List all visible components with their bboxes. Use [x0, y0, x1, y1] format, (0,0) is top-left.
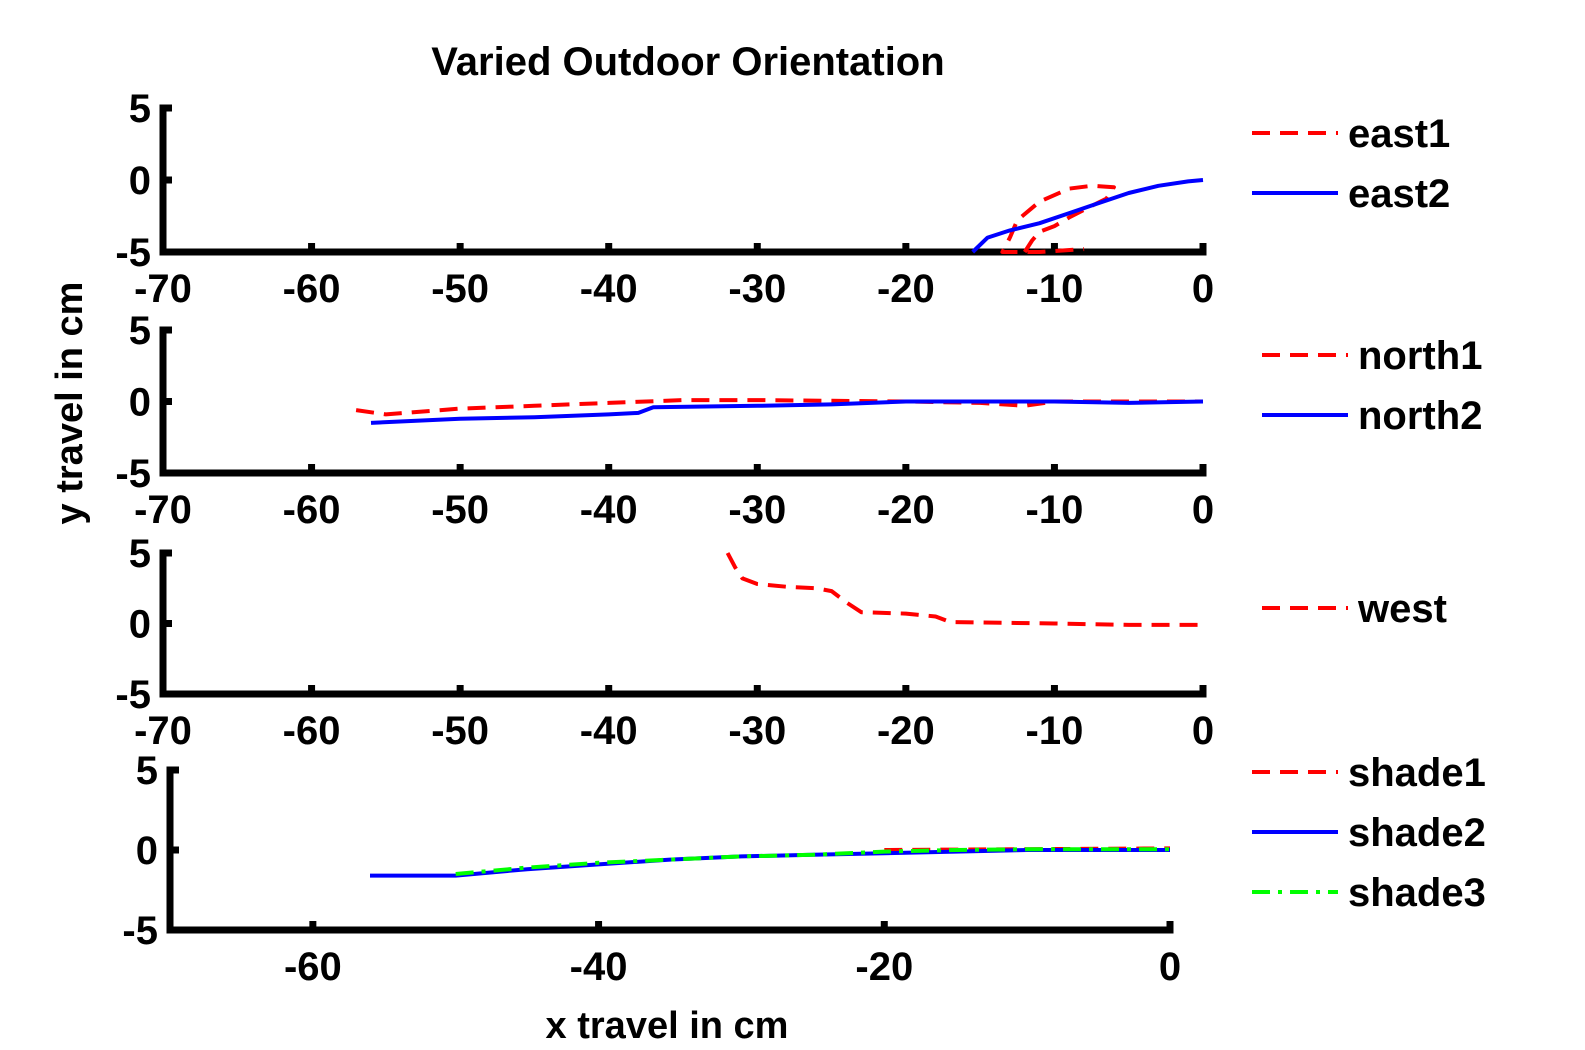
series-line-east1 — [1000, 183, 1116, 254]
x-tick-label: -40 — [580, 488, 638, 532]
x-tick-label: -20 — [877, 488, 935, 532]
x-tick-label: -30 — [728, 267, 786, 311]
x-tick-label: 0 — [1192, 267, 1214, 311]
x-tick-label: -10 — [1026, 267, 1084, 311]
series-line-north1 — [355, 398, 1203, 417]
subplot-4: -60 -40 -20 0 5 0 -5 shade1 shade2 shade3 — [122, 749, 1485, 989]
x-tick-label: 0 — [1192, 488, 1214, 532]
y-tick-label: 5 — [129, 532, 151, 576]
x-tick-label: -30 — [728, 709, 786, 753]
series-line-east2 — [971, 178, 1204, 254]
legend-label-east2: east2 — [1348, 172, 1450, 216]
x-tick-label: -30 — [728, 488, 786, 532]
y-tick-label: 0 — [129, 381, 151, 425]
x-tick-label: 0 — [1159, 945, 1181, 989]
legend-label-north2: north2 — [1358, 394, 1482, 438]
x-tick-label: -70 — [134, 267, 192, 311]
x-tick-label: -60 — [283, 709, 341, 753]
y-tick-label: 0 — [129, 603, 151, 647]
x-tick-label: -20 — [877, 709, 935, 753]
legend-label-west: west — [1357, 587, 1447, 631]
subplot-2: -70 -60 -50 -40 -30 -20 -10 0 5 0 -5 north1 north2 — [115, 309, 1482, 532]
y-tick-label: 0 — [129, 159, 151, 203]
subplot-3: -70 -60 -50 -40 -30 -20 -10 0 5 0 -5 west — [115, 532, 1447, 753]
legend-label-east1: east1 — [1348, 112, 1450, 156]
y-tick-label: 0 — [136, 829, 158, 873]
subplot-group: -70 -60 -50 -40 -30 -20 -10 050-5east1east2-70-… — [115, 87, 1485, 989]
x-tick-label: -40 — [580, 267, 638, 311]
legend-label-shade2: shade2 — [1348, 811, 1486, 855]
y-tick-label: -5 — [115, 673, 151, 717]
legend-label-shade1: shade1 — [1348, 751, 1486, 795]
y-tick-label: 5 — [136, 749, 158, 793]
series-line-west — [725, 552, 1203, 627]
legend-label-north1: north1 — [1358, 334, 1482, 378]
x-tick-label: -70 — [134, 709, 192, 753]
subplot-1: -70 -60 -50 -40 -30 -20 -10 0 5 0 -5 east1 east2 — [115, 87, 1450, 311]
x-tick-label: -50 — [431, 709, 489, 753]
x-tick-label: -40 — [580, 709, 638, 753]
x-tick-label: -60 — [283, 488, 341, 532]
chart-title: Varied Outdoor Orientation — [431, 40, 944, 84]
x-tick-label: -20 — [877, 267, 935, 311]
y-tick-label: 5 — [129, 309, 151, 353]
y-axis-label: y travel in cm — [49, 282, 91, 525]
x-tick-label: -60 — [284, 945, 342, 989]
y-tick-label: 5 — [129, 87, 151, 131]
x-tick-label: -10 — [1026, 488, 1084, 532]
x-tick-label: -50 — [431, 267, 489, 311]
y-tick-label: -5 — [115, 452, 151, 496]
y-tick-label: -5 — [122, 909, 158, 953]
x-axis-label: x travel in cm — [546, 1005, 789, 1045]
x-tick-label: 0 — [1192, 709, 1214, 753]
x-tick-label: -10 — [1026, 709, 1084, 753]
series-line-north2 — [370, 399, 1204, 425]
series-line-shade3 — [455, 847, 1170, 876]
legend-label-shade3: shade3 — [1348, 871, 1486, 915]
y-tick-label: -5 — [115, 231, 151, 275]
x-tick-label: -20 — [855, 945, 913, 989]
x-tick-label: -70 — [134, 488, 192, 532]
x-tick-label: -40 — [570, 945, 628, 989]
x-tick-label: -50 — [431, 488, 489, 532]
x-tick-label: -60 — [283, 267, 341, 311]
